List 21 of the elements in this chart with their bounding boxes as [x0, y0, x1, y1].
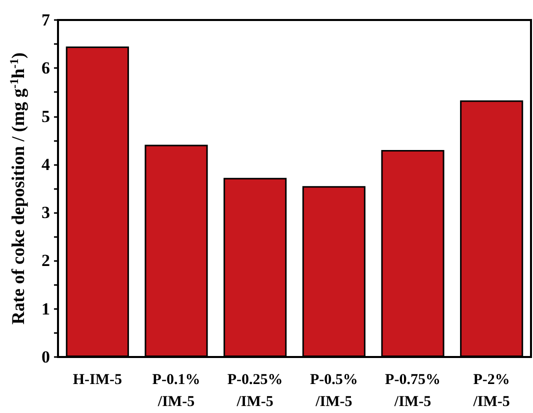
bar — [224, 178, 287, 357]
x-tick-label: P-0.75% /IM-5 — [385, 372, 440, 410]
y-tick-label: 3 — [42, 203, 50, 222]
y-tick-label: 1 — [42, 299, 50, 318]
y-axis-title: Rate of coke deposition / (mg g-1h-1) — [7, 52, 28, 324]
bar — [381, 150, 444, 357]
x-tick-label: P-2% /IM-5 — [472, 372, 510, 410]
y-tick-label: 7 — [42, 10, 50, 30]
x-tick-label: P-0.5% /IM-5 — [310, 372, 358, 410]
bar — [66, 46, 129, 357]
bar — [144, 144, 208, 357]
y-tick-label: 5 — [42, 106, 50, 126]
x-tick-label: P-0.25% /IM-5 — [227, 372, 283, 410]
bar — [460, 100, 524, 357]
y-tick-label: 2 — [42, 251, 50, 270]
bar — [302, 186, 366, 357]
y-tick-label: 0 — [42, 348, 50, 366]
y-tick-label: 4 — [42, 154, 50, 174]
x-tick-label: H-IM-5 — [72, 372, 122, 388]
y-tick-label: 6 — [42, 58, 50, 78]
x-tick-label: P-0.1% /IM-5 — [152, 372, 200, 410]
